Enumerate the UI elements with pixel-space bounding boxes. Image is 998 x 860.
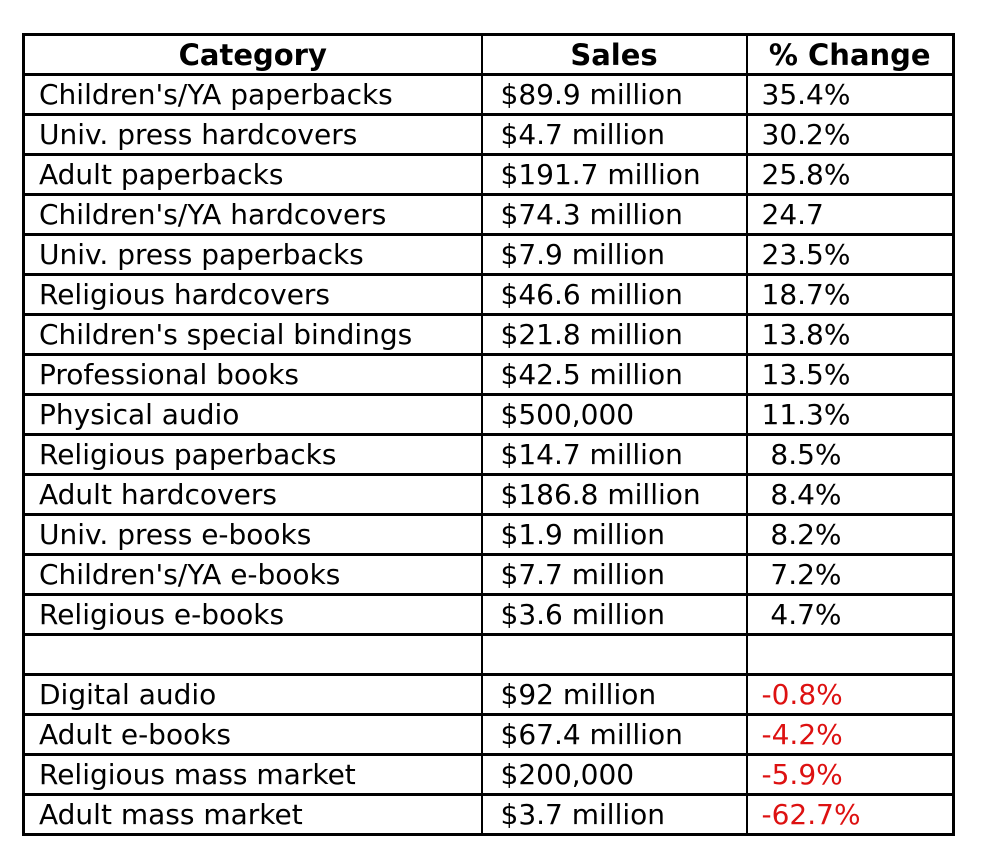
header-sales: Sales xyxy=(480,33,748,76)
table-body: Children's/YA paperbacks $89.9 million 35.… xyxy=(22,73,955,836)
change-cell: 8.2% xyxy=(745,513,955,556)
sales-cell: $500,000 xyxy=(480,393,748,436)
category-cell: Children's special bindings xyxy=(22,313,483,356)
category-cell: Univ. press paperbacks xyxy=(22,233,483,276)
sales-cell: $92 million xyxy=(480,673,748,716)
sales-cell: $3.6 million xyxy=(480,593,748,636)
table-row: Religious paperbacks $14.7 million 8.5% xyxy=(22,433,955,476)
table-row: Children's/YA paperbacks $89.9 million 35.… xyxy=(22,73,955,116)
category-cell: Univ. press e-books xyxy=(22,513,483,556)
sales-cell: $7.9 million xyxy=(480,233,748,276)
sales-cell: $67.4 million xyxy=(480,713,748,756)
sales-cell: $200,000 xyxy=(480,753,748,796)
category-cell: Religious paperbacks xyxy=(22,433,483,476)
table-row: Religious e-books $3.6 million 4.7% xyxy=(22,593,955,636)
sales-cell: $7.7 million xyxy=(480,553,748,596)
sales-cell: $21.8 million xyxy=(480,313,748,356)
category-cell: Digital audio xyxy=(22,673,483,716)
header-category: Category xyxy=(22,33,483,76)
spacer-row xyxy=(22,633,955,676)
change-cell: -0.8% xyxy=(745,673,955,716)
category-cell: Religious mass market xyxy=(22,753,483,796)
table-row: Adult e-books $67.4 million -4.2% xyxy=(22,713,955,756)
table-row: Adult hardcovers $186.8 million 8.4% xyxy=(22,473,955,516)
category-cell: Religious hardcovers xyxy=(22,273,483,316)
sales-cell xyxy=(480,633,748,676)
change-cell: 11.3% xyxy=(745,393,955,436)
change-cell xyxy=(745,633,955,676)
table-header-row: Category Sales % Change xyxy=(22,33,955,76)
category-cell: Religious e-books xyxy=(22,593,483,636)
category-cell: Univ. press hardcovers xyxy=(22,113,483,156)
change-cell: -62.7% xyxy=(745,793,955,836)
change-cell: 35.4% xyxy=(745,73,955,116)
category-cell xyxy=(22,633,483,676)
table-row: Adult paperbacks $191.7 million 25.8% xyxy=(22,153,955,196)
category-cell: Professional books xyxy=(22,353,483,396)
change-cell: 24.7 xyxy=(745,193,955,236)
sales-cell: $191.7 million xyxy=(480,153,748,196)
table-row: Univ. press paperbacks $7.9 million 23.5% xyxy=(22,233,955,276)
change-cell: 13.8% xyxy=(745,313,955,356)
sales-cell: $46.6 million xyxy=(480,273,748,316)
table-row: Professional books $42.5 million 13.5% xyxy=(22,353,955,396)
table-row: Children's/YA e-books $7.7 million 7.2% xyxy=(22,553,955,596)
change-cell: 4.7% xyxy=(745,593,955,636)
table-row: Religious mass market $200,000 -5.9% xyxy=(22,753,955,796)
table-row: Religious hardcovers $46.6 million 18.7% xyxy=(22,273,955,316)
sales-cell: $3.7 million xyxy=(480,793,748,836)
book-sales-table: Category Sales % Change Children's/YA pa… xyxy=(22,33,955,836)
table-row: Physical audio $500,000 11.3% xyxy=(22,393,955,436)
table-row: Children's special bindings $21.8 million… xyxy=(22,313,955,356)
change-cell: 25.8% xyxy=(745,153,955,196)
sales-cell: $89.9 million xyxy=(480,73,748,116)
change-cell: 8.5% xyxy=(745,433,955,476)
change-cell: 30.2% xyxy=(745,113,955,156)
table-row: Digital audio $92 million -0.8% xyxy=(22,673,955,716)
category-cell: Adult mass market xyxy=(22,793,483,836)
table-row: Univ. press e-books $1.9 million 8.2% xyxy=(22,513,955,556)
sales-cell: $74.3 million xyxy=(480,193,748,236)
change-cell: 23.5% xyxy=(745,233,955,276)
table-row: Children's/YA hardcovers $74.3 million 24.… xyxy=(22,193,955,236)
change-cell: 8.4% xyxy=(745,473,955,516)
sales-cell: $14.7 million xyxy=(480,433,748,476)
change-cell: -5.9% xyxy=(745,753,955,796)
category-cell: Adult hardcovers xyxy=(22,473,483,516)
category-cell: Physical audio xyxy=(22,393,483,436)
sales-cell: $186.8 million xyxy=(480,473,748,516)
sales-cell: $42.5 million xyxy=(480,353,748,396)
category-cell: Children's/YA paperbacks xyxy=(22,73,483,116)
category-cell: Children's/YA hardcovers xyxy=(22,193,483,236)
category-cell: Adult e-books xyxy=(22,713,483,756)
table-row: Adult mass market $3.7 million -62.7% xyxy=(22,793,955,836)
table-row: Univ. press hardcovers $4.7 million 30.2% xyxy=(22,113,955,156)
sales-cell: $4.7 million xyxy=(480,113,748,156)
change-cell: -4.2% xyxy=(745,713,955,756)
change-cell: 13.5% xyxy=(745,353,955,396)
category-cell: Children's/YA e-books xyxy=(22,553,483,596)
category-cell: Adult paperbacks xyxy=(22,153,483,196)
change-cell: 18.7% xyxy=(745,273,955,316)
change-cell: 7.2% xyxy=(745,553,955,596)
sales-cell: $1.9 million xyxy=(480,513,748,556)
header-percent-change: % Change xyxy=(745,33,955,76)
